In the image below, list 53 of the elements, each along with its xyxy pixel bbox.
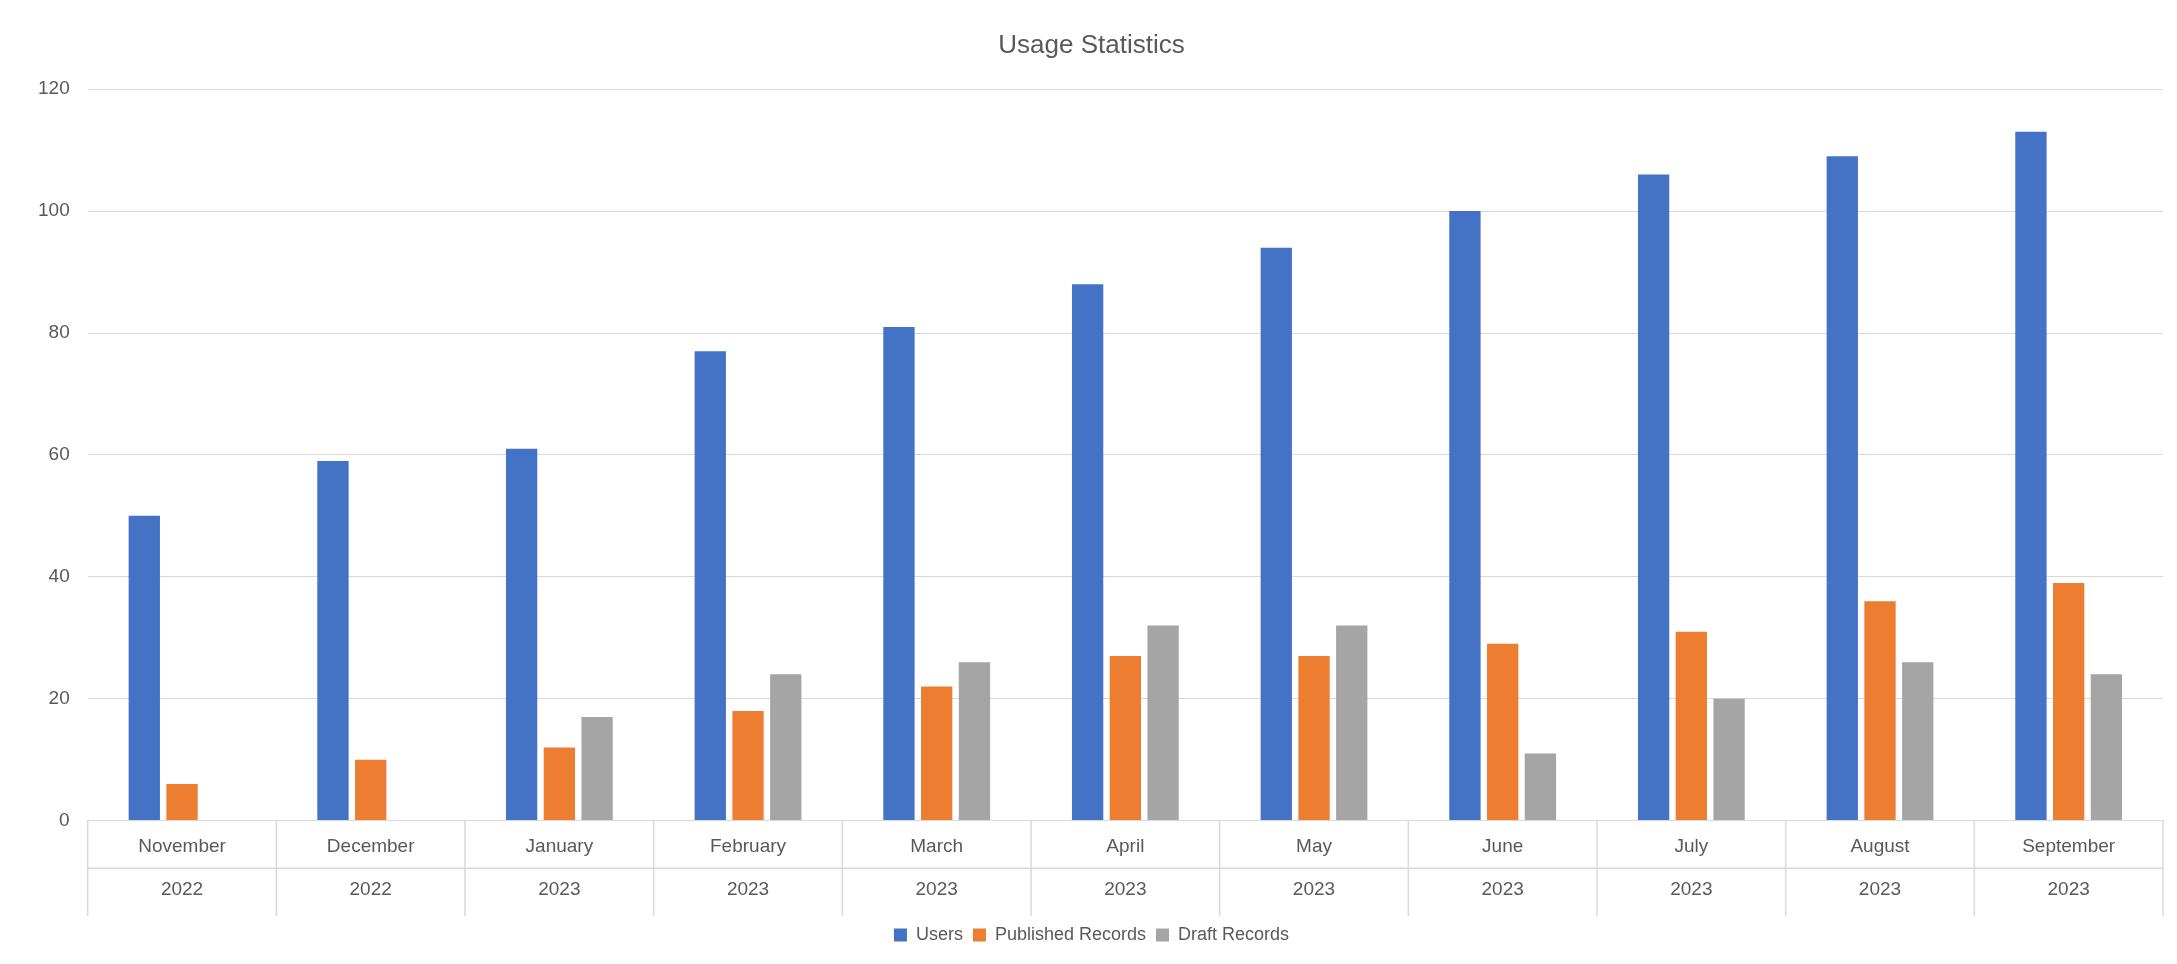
legend-label: Published Records bbox=[994, 923, 1147, 944]
bar bbox=[770, 674, 802, 821]
x-tick-label: December 2022 bbox=[326, 834, 416, 900]
x-tick-label: April 2023 bbox=[1104, 834, 1147, 900]
bar bbox=[355, 759, 387, 821]
y-tick-label: 40 bbox=[48, 565, 70, 587]
bar bbox=[1298, 656, 1330, 821]
y-tick-label: 0 bbox=[59, 808, 70, 830]
bar bbox=[2090, 674, 2123, 821]
bar bbox=[1826, 156, 1858, 821]
bar bbox=[1260, 247, 1292, 821]
legend-label: Users bbox=[915, 923, 963, 944]
bar bbox=[958, 662, 991, 821]
bar bbox=[1902, 662, 1934, 821]
x-tick-label: June 2023 bbox=[1481, 834, 1524, 900]
bar bbox=[1449, 211, 1481, 821]
bar bbox=[317, 461, 349, 821]
chart-title: Usage Statistics bbox=[998, 28, 1185, 59]
y-tick-label: 20 bbox=[48, 686, 70, 708]
y-tick-label: 120 bbox=[38, 77, 70, 99]
y-tick-label: 100 bbox=[38, 199, 70, 221]
x-tick-label: March 2023 bbox=[910, 834, 964, 900]
y-tick-label: 80 bbox=[48, 321, 70, 343]
bar bbox=[581, 716, 613, 821]
x-tick-label: July 2023 bbox=[1670, 834, 1713, 900]
bar bbox=[543, 747, 576, 821]
bar bbox=[1071, 284, 1104, 821]
bar bbox=[2015, 131, 2047, 821]
bar bbox=[1487, 643, 1519, 821]
x-tick-label: May 2023 bbox=[1292, 834, 1336, 900]
x-tick-label: November 2022 bbox=[138, 834, 227, 900]
bar bbox=[1713, 698, 1745, 821]
bar bbox=[2053, 582, 2085, 821]
x-tick-label: February 2023 bbox=[710, 834, 787, 900]
bar bbox=[1336, 625, 1368, 821]
legend-label: Draft Records bbox=[1178, 923, 1290, 944]
bar bbox=[732, 710, 764, 821]
y-tick-label: 60 bbox=[48, 443, 70, 465]
bar bbox=[1524, 753, 1557, 821]
bar bbox=[1637, 174, 1670, 821]
x-tick-label: September 2023 bbox=[2022, 834, 2116, 900]
bar bbox=[1675, 631, 1707, 821]
x-tick-label: August 2023 bbox=[1850, 834, 1911, 900]
bar bbox=[1109, 656, 1142, 821]
bar bbox=[883, 326, 915, 821]
bar bbox=[128, 515, 160, 821]
x-tick-label: January 2023 bbox=[525, 834, 594, 900]
bar bbox=[505, 448, 538, 821]
bar bbox=[1147, 625, 1179, 821]
bar bbox=[1864, 601, 1896, 821]
bar bbox=[921, 686, 953, 821]
bar bbox=[166, 784, 198, 821]
bar bbox=[694, 351, 726, 821]
